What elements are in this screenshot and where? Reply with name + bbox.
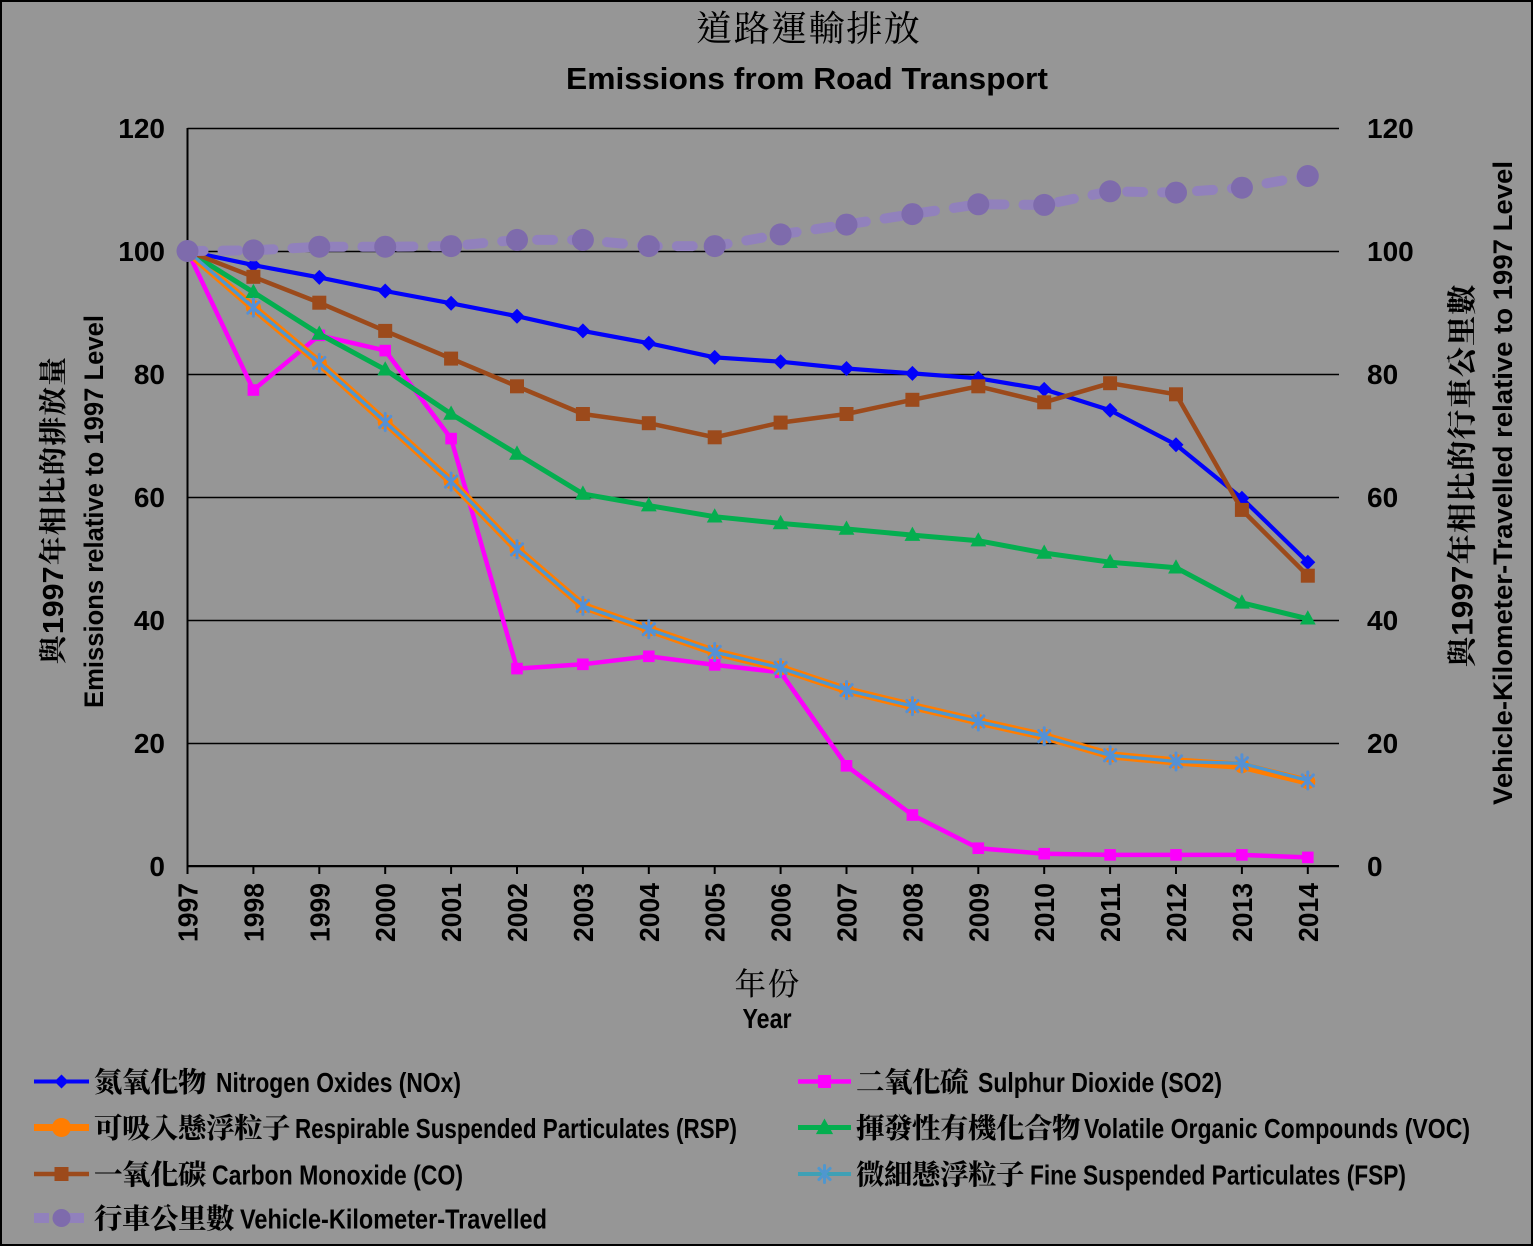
svg-text:2001: 2001: [436, 883, 467, 942]
svg-text:Fine Suspended Particulates (F: Fine Suspended Particulates (FSP): [1030, 1160, 1406, 1191]
svg-text:Emissions relative to 1997 Lev: Emissions relative to 1997 Level: [79, 315, 109, 708]
svg-text:1997: 1997: [1447, 566, 1480, 636]
svg-text:2010: 2010: [1029, 883, 1060, 942]
svg-text:2002: 2002: [502, 883, 533, 942]
svg-text:2007: 2007: [832, 883, 863, 942]
svg-text:2013: 2013: [1227, 883, 1258, 942]
svg-text:80: 80: [1367, 359, 1398, 390]
svg-text:40: 40: [1367, 605, 1398, 636]
svg-text:Year: Year: [743, 1003, 792, 1034]
svg-text:Nitrogen Oxides (NOx): Nitrogen Oxides (NOx): [216, 1067, 461, 1098]
svg-text:2004: 2004: [634, 883, 665, 942]
svg-text:1997: 1997: [173, 883, 204, 942]
svg-text:1999: 1999: [304, 883, 335, 942]
svg-text:80: 80: [134, 359, 165, 390]
svg-text:Sulphur Dioxide (SO2): Sulphur Dioxide (SO2): [978, 1067, 1222, 1098]
svg-text:2006: 2006: [766, 883, 797, 942]
svg-text:Vehicle-Kilometer-Travelled: Vehicle-Kilometer-Travelled: [240, 1204, 547, 1235]
svg-text:100: 100: [118, 236, 165, 267]
svg-text:Vehicle-Kilometer-Travelled re: Vehicle-Kilometer-Travelled relative to …: [1488, 161, 1518, 805]
svg-text:2003: 2003: [568, 883, 599, 942]
svg-text:2005: 2005: [700, 883, 731, 942]
svg-text:100: 100: [1367, 236, 1414, 267]
svg-text:1997: 1997: [38, 567, 70, 635]
svg-text:Respirable Suspended Particula: Respirable Suspended Particulates (RSP): [295, 1113, 737, 1144]
svg-text:2008: 2008: [897, 883, 928, 942]
svg-text:2000: 2000: [370, 883, 401, 942]
svg-text:60: 60: [1367, 482, 1398, 513]
svg-text:2011: 2011: [1095, 883, 1126, 942]
svg-text:60: 60: [134, 482, 165, 513]
svg-text:120: 120: [118, 113, 165, 144]
svg-text:0: 0: [1367, 851, 1383, 882]
svg-text:1998: 1998: [238, 883, 269, 942]
svg-text:2014: 2014: [1293, 883, 1324, 942]
svg-text:40: 40: [134, 605, 165, 636]
svg-text:0: 0: [149, 851, 165, 882]
svg-text:2012: 2012: [1161, 883, 1192, 942]
svg-text:20: 20: [134, 728, 165, 759]
svg-text:Carbon Monoxide (CO): Carbon Monoxide (CO): [212, 1160, 463, 1191]
svg-text:20: 20: [1367, 728, 1398, 759]
svg-text:2009: 2009: [963, 883, 994, 942]
svg-text:Volatile Organic Compounds (VO: Volatile Organic Compounds (VOC): [1084, 1113, 1470, 1144]
svg-text:120: 120: [1367, 113, 1414, 144]
svg-text:Emissions from Road Transport: Emissions from Road Transport: [566, 61, 1048, 96]
